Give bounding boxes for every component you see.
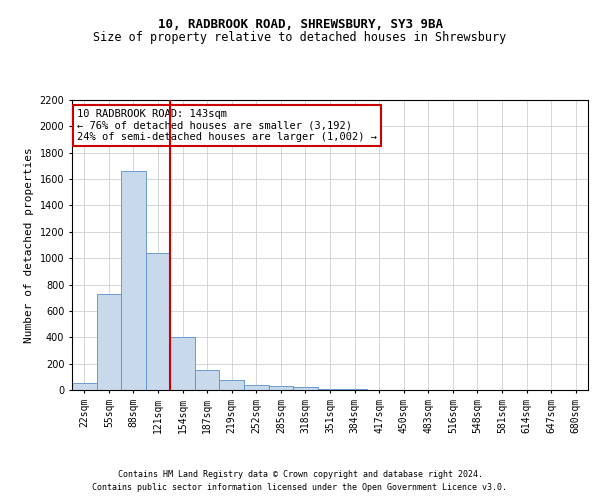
Bar — [121, 171, 146, 390]
Text: Contains public sector information licensed under the Open Government Licence v3: Contains public sector information licen… — [92, 484, 508, 492]
Bar — [170, 338, 195, 390]
Text: Contains HM Land Registry data © Crown copyright and database right 2024.: Contains HM Land Registry data © Crown c… — [118, 470, 482, 479]
Bar — [269, 386, 293, 390]
Text: 10, RADBROOK ROAD, SHREWSBURY, SY3 9BA: 10, RADBROOK ROAD, SHREWSBURY, SY3 9BA — [157, 18, 443, 30]
Text: Size of property relative to detached houses in Shrewsbury: Size of property relative to detached ho… — [94, 31, 506, 44]
Bar — [97, 294, 121, 390]
Bar — [146, 253, 170, 390]
Bar — [220, 380, 244, 390]
Y-axis label: Number of detached properties: Number of detached properties — [24, 147, 34, 343]
Bar — [318, 388, 342, 390]
Bar — [244, 384, 269, 390]
Bar — [293, 388, 318, 390]
Bar — [72, 384, 97, 390]
Text: 10 RADBROOK ROAD: 143sqm
← 76% of detached houses are smaller (3,192)
24% of sem: 10 RADBROOK ROAD: 143sqm ← 76% of detach… — [77, 108, 377, 142]
Bar — [195, 370, 220, 390]
